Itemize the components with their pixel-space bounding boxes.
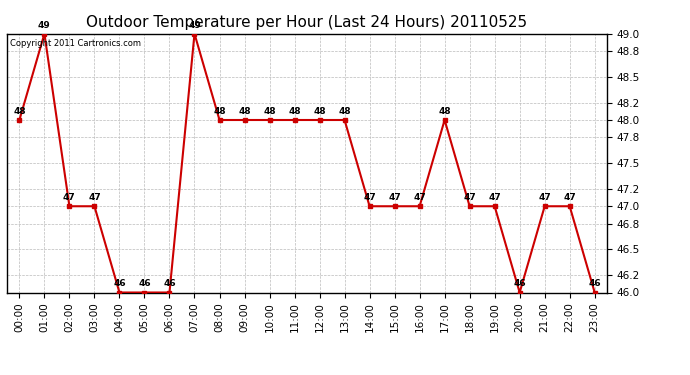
Text: 48: 48 — [313, 107, 326, 116]
Text: 47: 47 — [489, 193, 501, 202]
Text: 47: 47 — [413, 193, 426, 202]
Text: 48: 48 — [238, 107, 251, 116]
Text: 47: 47 — [563, 193, 576, 202]
Title: Outdoor Temperature per Hour (Last 24 Hours) 20110525: Outdoor Temperature per Hour (Last 24 Ho… — [86, 15, 528, 30]
Text: 46: 46 — [513, 279, 526, 288]
Text: Copyright 2011 Cartronics.com: Copyright 2011 Cartronics.com — [10, 39, 141, 48]
Text: 46: 46 — [113, 279, 126, 288]
Text: 48: 48 — [438, 107, 451, 116]
Text: 48: 48 — [13, 107, 26, 116]
Text: 47: 47 — [388, 193, 401, 202]
Text: 47: 47 — [538, 193, 551, 202]
Text: 49: 49 — [38, 21, 51, 30]
Text: 48: 48 — [338, 107, 351, 116]
Text: 47: 47 — [63, 193, 76, 202]
Text: 48: 48 — [213, 107, 226, 116]
Text: 46: 46 — [163, 279, 176, 288]
Text: 47: 47 — [363, 193, 376, 202]
Text: 49: 49 — [188, 21, 201, 30]
Text: 48: 48 — [263, 107, 276, 116]
Text: 46: 46 — [138, 279, 151, 288]
Text: 47: 47 — [88, 193, 101, 202]
Text: 48: 48 — [288, 107, 301, 116]
Text: 47: 47 — [463, 193, 476, 202]
Text: 46: 46 — [589, 279, 601, 288]
